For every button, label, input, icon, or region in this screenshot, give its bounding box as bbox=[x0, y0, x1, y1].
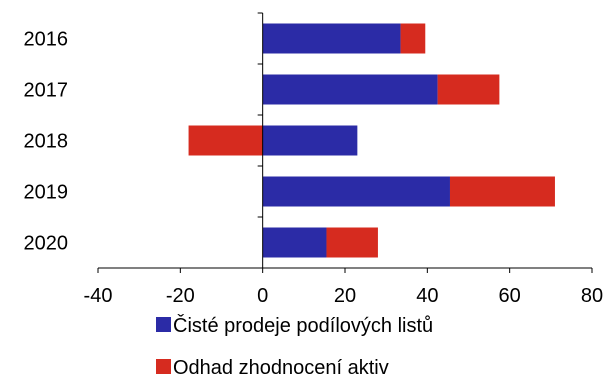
bar-2017-series-2 bbox=[437, 74, 500, 105]
x-tick-label--40: -40 bbox=[84, 285, 113, 307]
x-tick-label-80: 80 bbox=[581, 285, 603, 307]
bar-2019-series-2 bbox=[449, 176, 555, 207]
bar-2016-series-1 bbox=[262, 23, 401, 54]
y-tick-label-2017: 2017 bbox=[24, 80, 69, 102]
bar-2017-series-1 bbox=[262, 74, 438, 105]
y-tick-label-2018: 2018 bbox=[24, 131, 69, 153]
bar-2018-series-2 bbox=[188, 125, 263, 156]
bar-2019-series-1 bbox=[262, 176, 450, 207]
legend-label-1: Čisté prodeje podílových listů bbox=[173, 314, 433, 337]
legend-label-2: Odhad zhodnocení aktiv bbox=[173, 357, 389, 379]
x-tick-label--20: -20 bbox=[166, 285, 195, 307]
x-tick-label-20: 20 bbox=[334, 285, 356, 307]
bar-2020-series-2 bbox=[326, 227, 378, 258]
legend-swatch-1 bbox=[156, 317, 171, 332]
y-tick-label-2020: 2020 bbox=[24, 233, 69, 255]
legend-swatch-2 bbox=[156, 359, 171, 374]
y-tick-label-2016: 2016 bbox=[24, 29, 69, 51]
x-tick-label-0: 0 bbox=[257, 285, 268, 307]
bar-2020-series-1 bbox=[262, 227, 327, 258]
bar-2018-series-1 bbox=[262, 125, 358, 156]
x-tick-label-60: 60 bbox=[499, 285, 521, 307]
y-tick-label-2019: 2019 bbox=[24, 182, 69, 204]
bar-2016-series-2 bbox=[400, 23, 426, 54]
x-tick-label-40: 40 bbox=[416, 285, 438, 307]
